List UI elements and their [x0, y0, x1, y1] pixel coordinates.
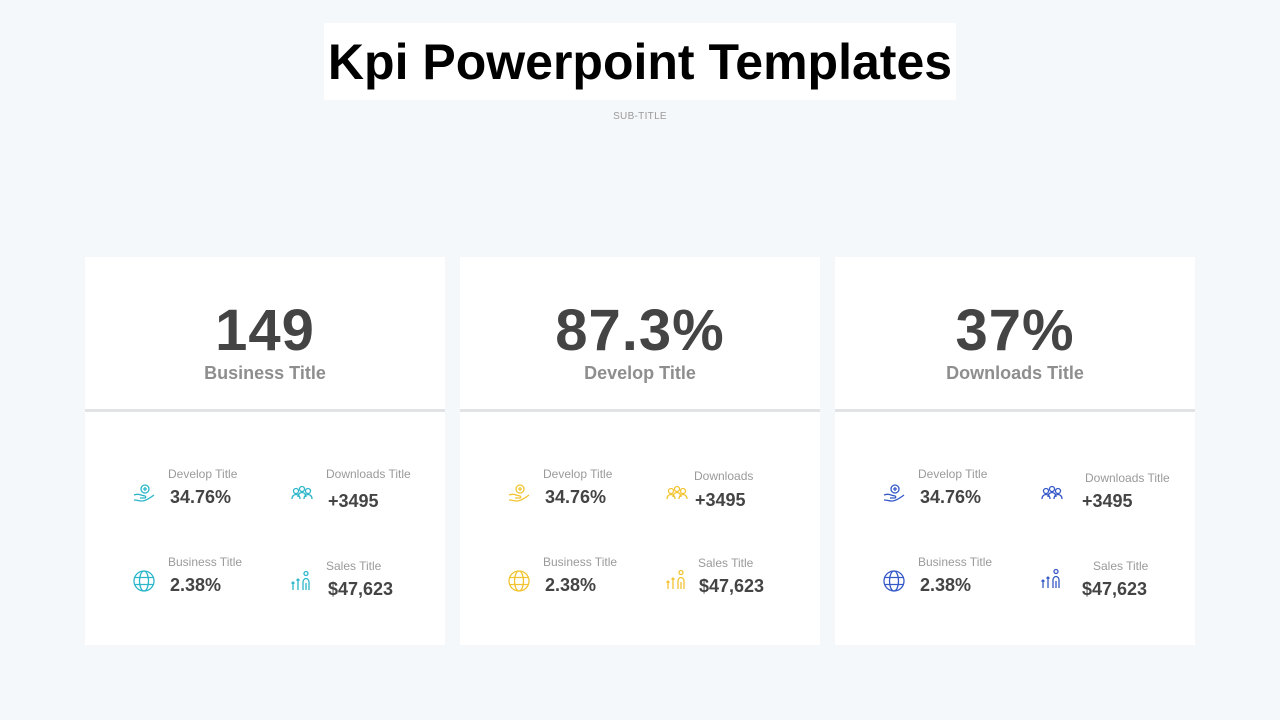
globe-www-icon: [882, 569, 906, 593]
metric-label: Develop Title: [918, 467, 988, 481]
metric-value: $47,623: [699, 576, 765, 596]
metric-label: Sales Title: [1093, 559, 1149, 573]
metric-value: +3495: [695, 490, 746, 510]
growth-person-icon: [290, 569, 314, 593]
kpi-main-label: Business Title: [204, 363, 326, 383]
metric-downloads: Downloads Title +3495: [1040, 471, 1190, 521]
metric-business: Business Title 2.38%: [132, 555, 282, 605]
kpi-card-1: 149 Business Title Develop Title 34.76% …: [85, 257, 445, 645]
metric-develop: Develop Title 34.76%: [882, 467, 1032, 517]
page-title: Kpi Powerpoint Templates: [327, 33, 953, 90]
metric-value: 34.76%: [545, 487, 607, 507]
people-group-icon: [1040, 481, 1064, 505]
metric-label: Downloads: [694, 469, 754, 483]
growth-person-icon: [1040, 567, 1064, 591]
metric-business: Business Title 2.38%: [507, 555, 657, 605]
metric-value: 34.76%: [170, 487, 232, 507]
metric-label: Downloads Title: [326, 467, 411, 481]
page-subtitle: SUB-TITLE: [613, 111, 667, 122]
metric-label: Develop Title: [168, 467, 238, 481]
metric-develop: Develop Title 34.76%: [132, 467, 282, 517]
metric-sales: Sales Title $47,623: [290, 559, 440, 609]
metric-value: 2.38%: [545, 575, 597, 595]
metric-downloads: Downloads +3495: [665, 467, 815, 517]
metric-value: $47,623: [328, 579, 394, 599]
metric-value: +3495: [328, 491, 379, 511]
metric-sales: Sales Title $47,623: [665, 556, 815, 606]
hand-coins-icon: [132, 481, 156, 505]
kpi-card-header: 37% Downloads Title: [835, 257, 1195, 409]
metric-label: Downloads Title: [1085, 471, 1170, 485]
metric-business: Business Title 2.38%: [882, 555, 1032, 605]
metric-label: Sales Title: [326, 559, 382, 573]
kpi-card-2: 87.3% Develop Title Develop Title 34.76%…: [460, 257, 820, 645]
kpi-main-label: Downloads Title: [946, 363, 1084, 383]
metric-sales: Sales Title $47,623: [1040, 559, 1190, 609]
hand-coins-icon: [507, 481, 531, 505]
kpi-main-value: 87.3%: [555, 298, 725, 363]
metric-label: Develop Title: [543, 467, 613, 481]
metric-label: Business Title: [543, 555, 618, 569]
kpi-card-divider: [835, 409, 1195, 412]
kpi-card-divider: [460, 409, 820, 412]
metric-develop: Develop Title 34.76%: [507, 467, 657, 517]
kpi-main-value: 37%: [955, 298, 1075, 363]
kpi-main-label: Develop Title: [584, 363, 696, 383]
people-group-icon: [665, 481, 689, 505]
metric-label: Business Title: [918, 555, 993, 569]
globe-www-icon: [132, 569, 156, 593]
globe-www-icon: [507, 569, 531, 593]
growth-person-icon: [665, 568, 689, 592]
kpi-card-header: 87.3% Develop Title: [460, 257, 820, 409]
metric-label: Sales Title: [698, 556, 754, 570]
kpi-card-header: 149 Business Title: [85, 257, 445, 409]
kpi-card-divider: [85, 409, 445, 412]
metric-value: $47,623: [1082, 579, 1148, 599]
metric-value: +3495: [1082, 491, 1133, 511]
metric-value: 2.38%: [170, 575, 222, 595]
metric-downloads: Downloads Title +3495: [290, 467, 440, 517]
hand-coins-icon: [882, 481, 906, 505]
kpi-card-3: 37% Downloads Title Develop Title 34.76%…: [835, 257, 1195, 645]
kpi-main-value: 149: [215, 298, 315, 363]
title-box: Kpi Powerpoint Templates: [324, 23, 956, 100]
metric-value: 34.76%: [920, 487, 982, 507]
metric-label: Business Title: [168, 555, 243, 569]
people-group-icon: [290, 481, 314, 505]
metric-value: 2.38%: [920, 575, 972, 595]
